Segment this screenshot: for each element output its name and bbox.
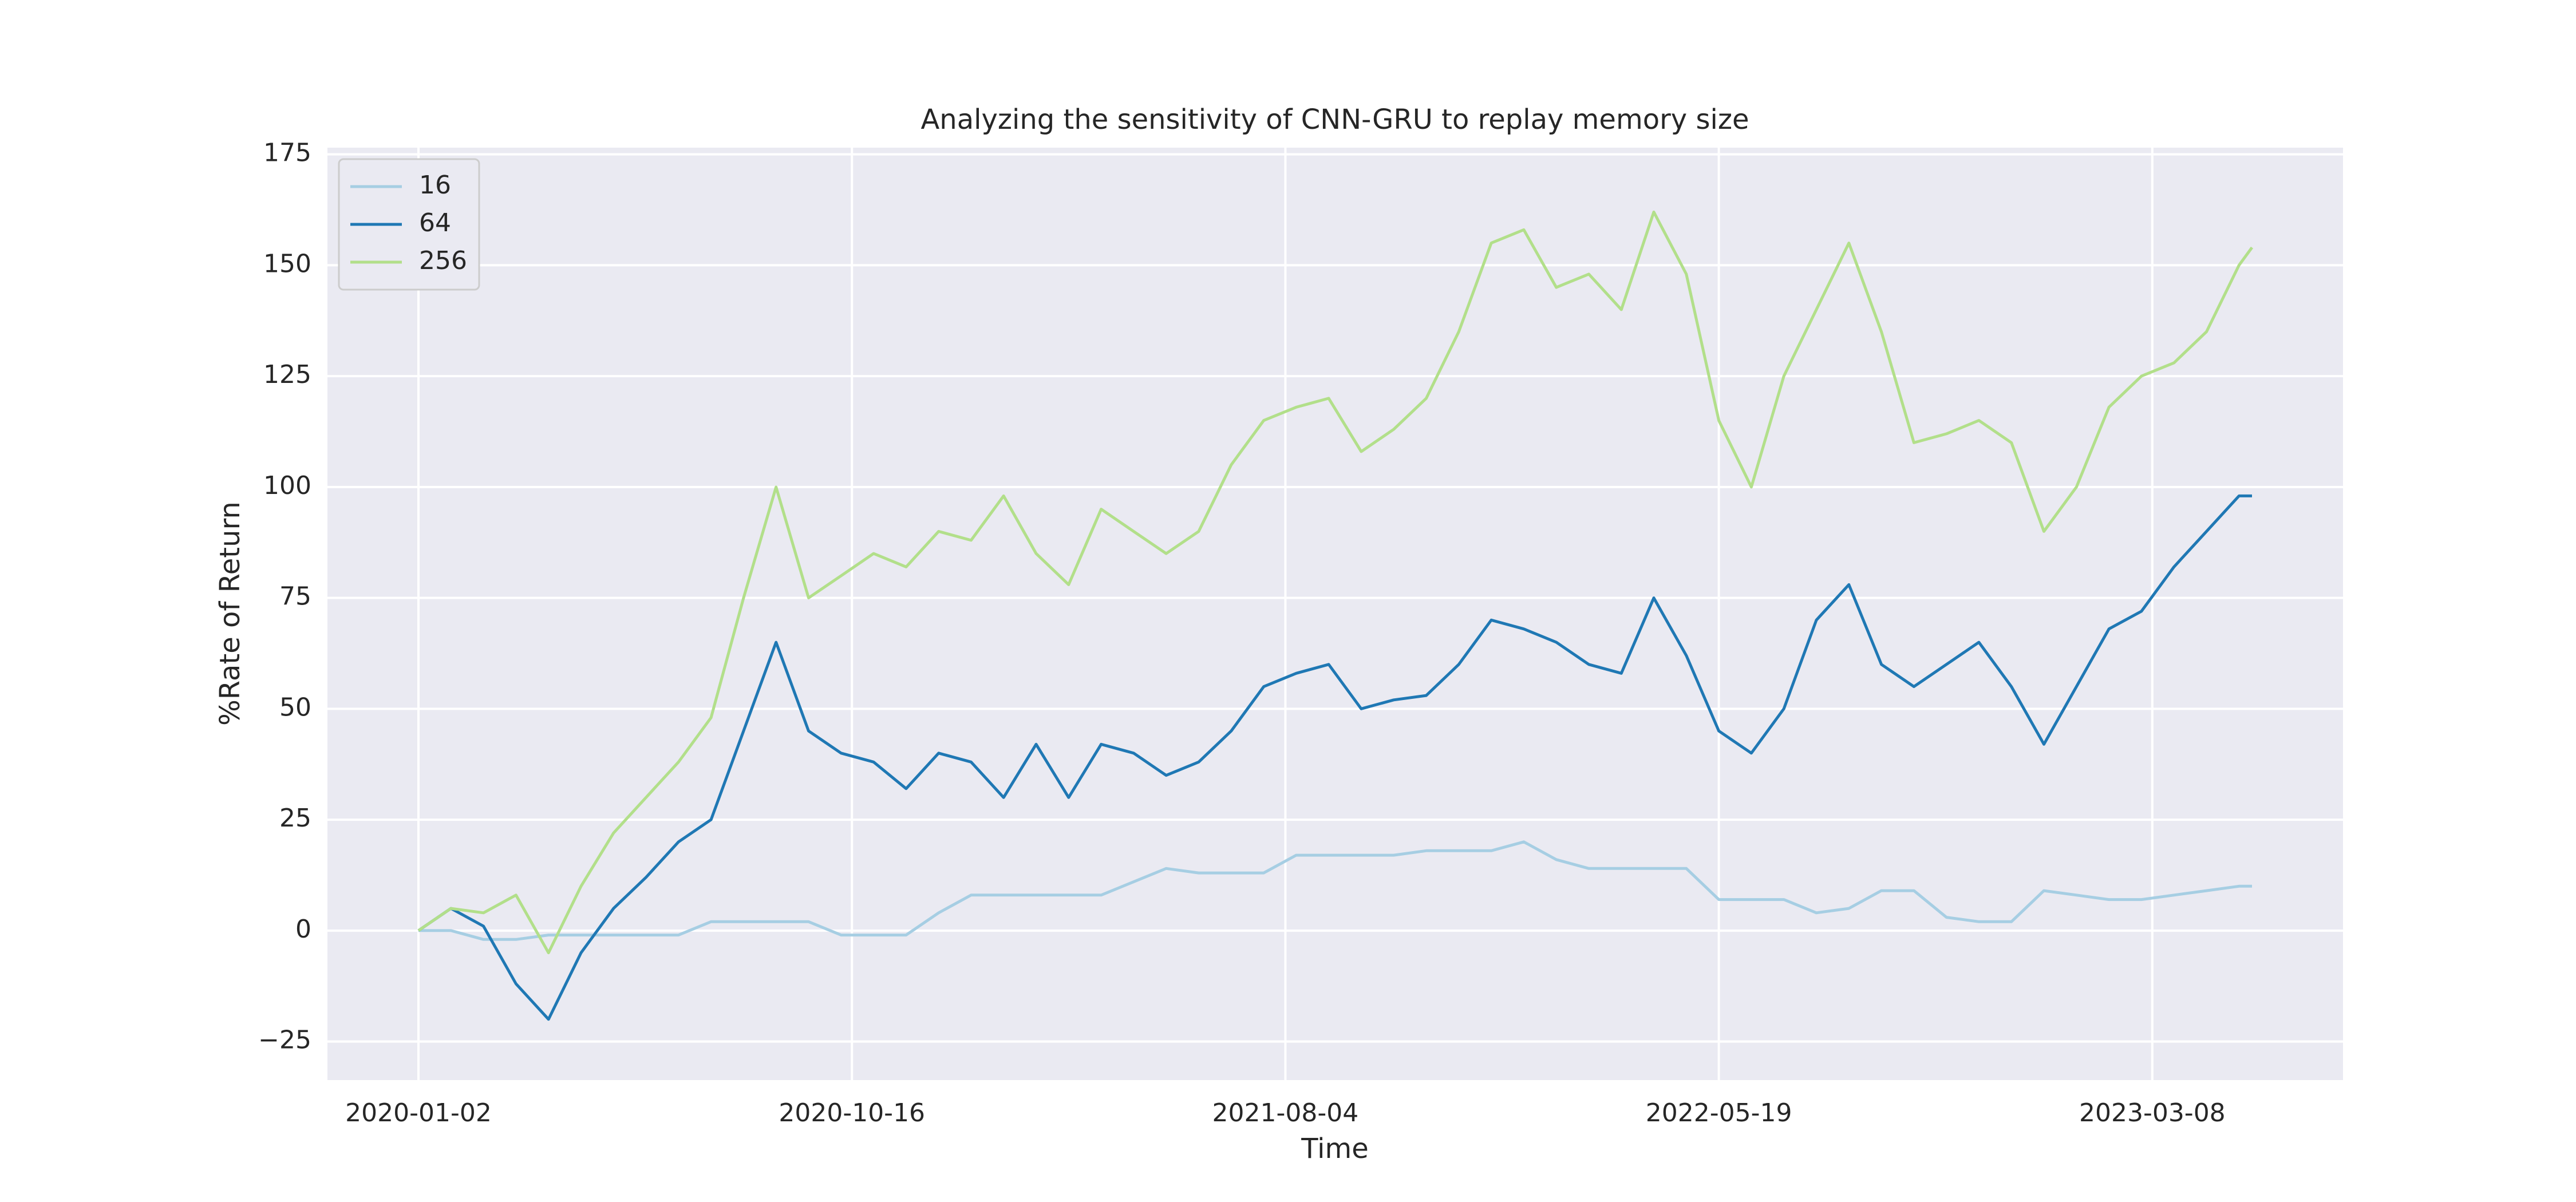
y-tick-label: 25	[279, 804, 311, 833]
x-tick-label: 2022-05-19	[1646, 1098, 1792, 1128]
legend-label: 16	[419, 171, 451, 200]
line-series	[417, 210, 2254, 955]
y-tick-label: 0	[295, 915, 311, 944]
x-tick-label: 2020-01-02	[345, 1098, 492, 1128]
x-tick-label: 2021-08-04	[1212, 1098, 1359, 1128]
chart-title: Analyzing the sensitivity of CNN-GRU to …	[920, 104, 1749, 136]
x-tick-label: 2023-03-08	[2079, 1098, 2226, 1128]
legend-label: 256	[419, 246, 467, 275]
y-axis-label: %Rate of Return	[214, 501, 246, 726]
y-tick-label: 75	[279, 582, 311, 611]
legend-box	[338, 158, 480, 291]
plot-area	[327, 148, 2343, 1080]
y-tick-label: 100	[263, 471, 311, 500]
x-axis-label: Time	[1301, 1133, 1368, 1165]
y-tick-label: 125	[263, 360, 311, 389]
legend-label: 64	[419, 208, 451, 238]
line-series	[417, 494, 2252, 1021]
y-tick-label: 150	[263, 249, 311, 278]
x-tick-label: 2020-10-16	[779, 1098, 925, 1128]
line-series	[418, 840, 2252, 941]
y-tick-label: 50	[279, 693, 311, 722]
y-tick-label: −25	[258, 1026, 311, 1055]
y-tick-label: 175	[263, 139, 311, 168]
